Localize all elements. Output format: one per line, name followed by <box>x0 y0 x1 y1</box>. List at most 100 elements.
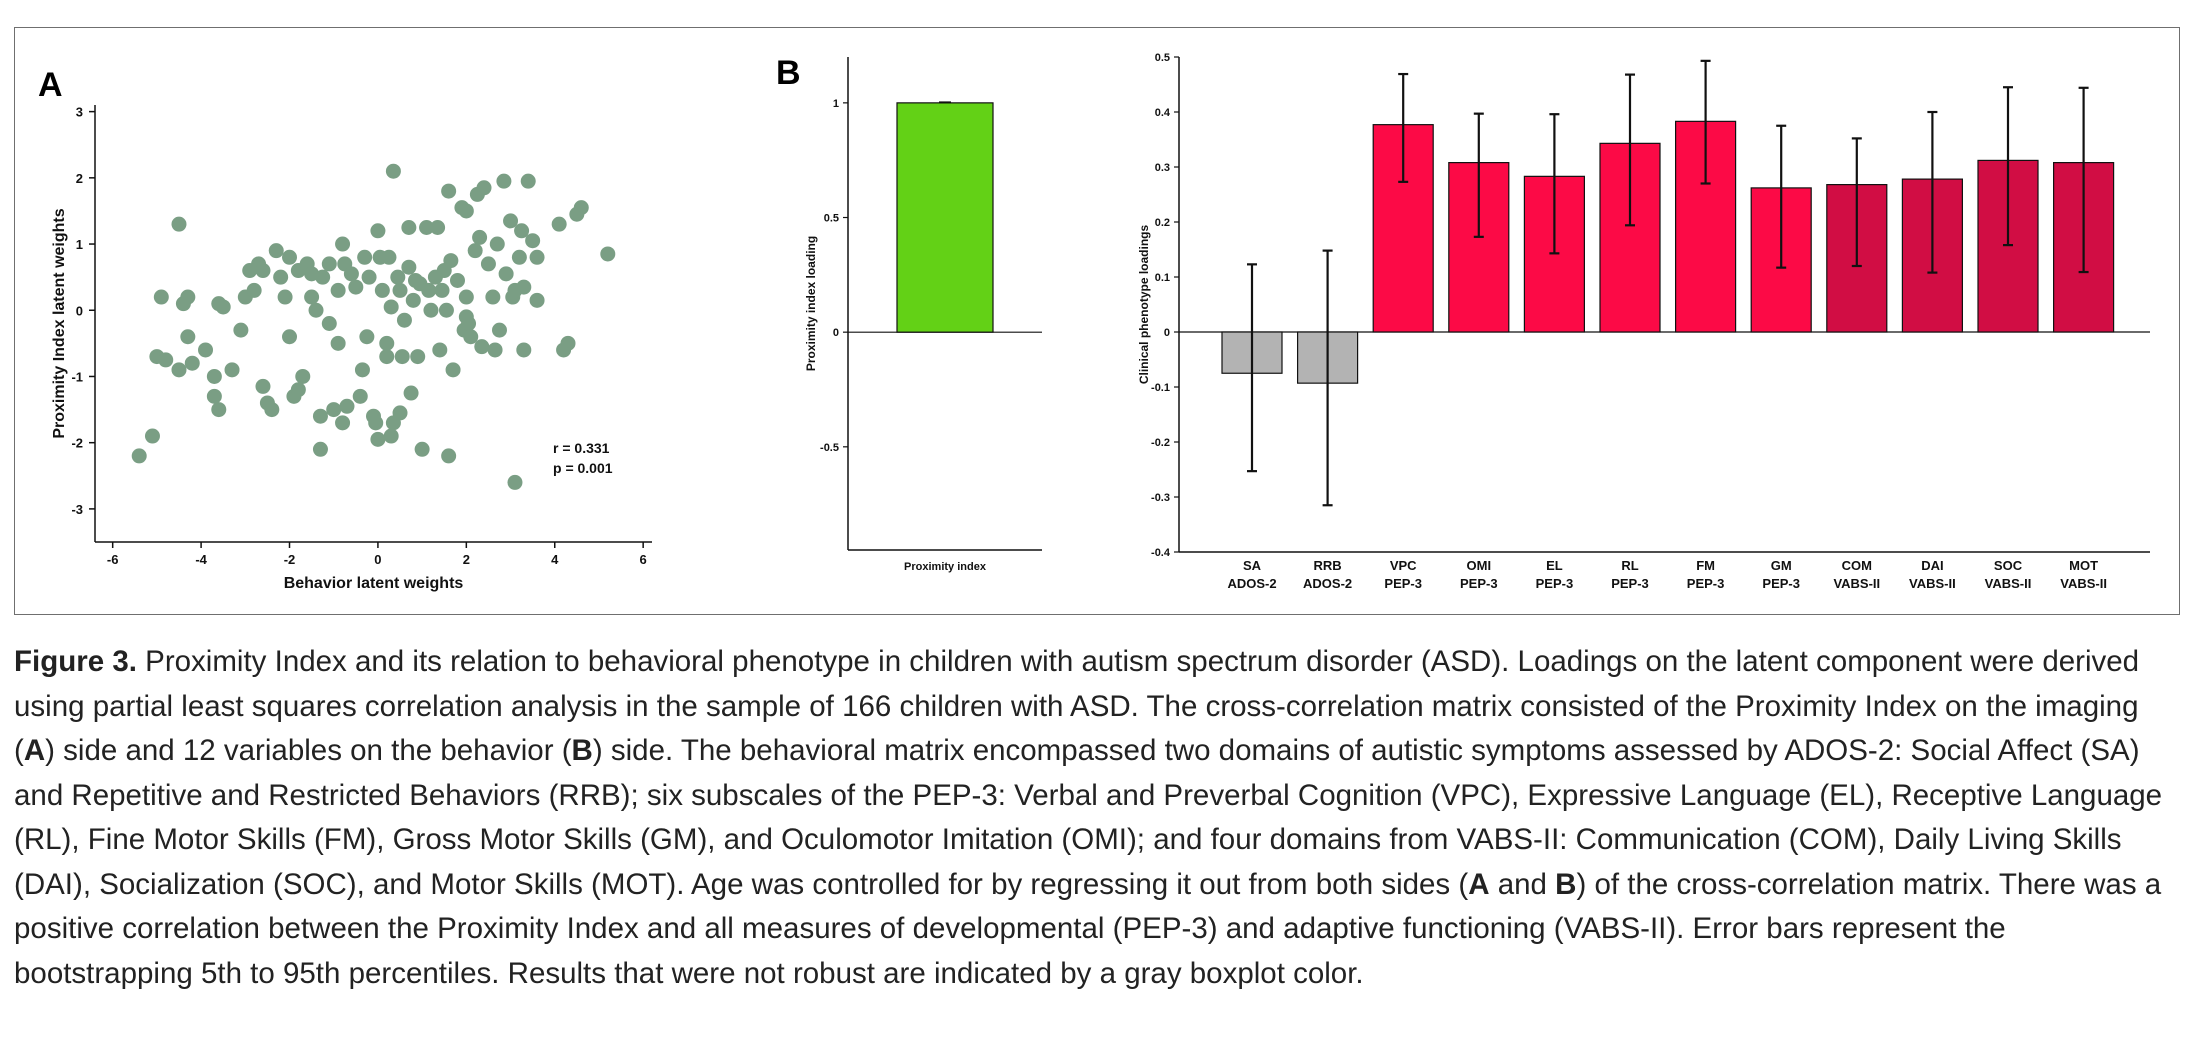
scatter-x-tick-label: 2 <box>463 552 470 567</box>
scatter-point <box>498 266 514 282</box>
scatter-point <box>255 263 271 279</box>
scatter-point <box>224 362 240 378</box>
scatter-point <box>144 428 160 444</box>
scatter-point <box>379 335 395 351</box>
scatter-point <box>381 249 397 265</box>
panel-a-label: A <box>38 66 63 104</box>
clinical-y-tick-label: -0.2 <box>1151 437 1170 449</box>
scatter-point <box>343 266 359 282</box>
scatter-point <box>516 279 532 295</box>
scatter-point <box>326 402 342 418</box>
scatter-point <box>206 368 222 384</box>
scatter-y-tick-label: -1 <box>71 369 83 384</box>
scatter-point <box>520 173 536 189</box>
scatter-point <box>374 282 390 298</box>
scatter-point <box>458 309 474 325</box>
scatter-point <box>180 329 196 345</box>
clinical-y-tick-label: 0 <box>1164 327 1170 339</box>
scatter-point <box>445 362 461 378</box>
scatter-point <box>516 342 532 358</box>
scatter-x-axis-title: Behavior latent weights <box>284 575 464 592</box>
scatter-point <box>496 173 512 189</box>
caption-panel-ref-b: B <box>571 734 593 767</box>
caption-panel-ref-a: A <box>23 734 46 767</box>
scatter-p-annotation: p = 0.001 <box>553 460 613 476</box>
scatter-point <box>485 289 501 305</box>
clinical-category-label: COM <box>1842 558 1872 573</box>
scatter-point <box>370 223 386 239</box>
scatter-point <box>352 388 368 404</box>
caption-figure-label: Figure 3. <box>14 645 137 678</box>
scatter-point <box>438 302 454 318</box>
scatter-point <box>430 219 446 235</box>
scatter-point <box>423 302 439 318</box>
scatter-point <box>600 246 616 262</box>
scatter-point <box>321 316 337 331</box>
proximity-y-tick-label: -0.5 <box>820 442 839 454</box>
scatter-point <box>357 249 373 265</box>
clinical-category-instrument: PEP-3 <box>1536 576 1574 591</box>
scatter-y-tick-label: 1 <box>76 237 83 252</box>
scatter-point <box>171 216 187 232</box>
scatter-point <box>359 329 375 345</box>
figure-frame <box>14 27 2180 615</box>
scatter-point <box>441 448 457 464</box>
scatter-point <box>339 398 355 414</box>
scatter-point <box>158 352 174 368</box>
scatter-point <box>180 289 196 305</box>
scatter-point <box>392 282 408 298</box>
clinical-category-label: GM <box>1771 558 1792 573</box>
proximity-category-label: Proximity index <box>904 561 987 573</box>
scatter-point <box>443 253 459 269</box>
scatter-point <box>131 448 147 464</box>
clinical-bar-chart: -0.4 -0.3 -0.2 -0.1 0 0.1 0.2 0.3 0.4 0.5 SA ADOS-2… <box>1137 52 2150 591</box>
caption-text-5: ) of the cross-correlation matrix. There… <box>14 867 2162 990</box>
scatter-y-tick-label: 3 <box>76 105 83 120</box>
scatter-point <box>434 282 450 298</box>
scatter-point <box>273 269 289 285</box>
scatter-point <box>403 385 419 401</box>
scatter-y-tick-label: -2 <box>71 436 83 451</box>
scatter-point <box>529 292 545 308</box>
clinical-category-instrument: ADOS-2 <box>1303 576 1352 591</box>
scatter-point <box>211 402 227 418</box>
scatter-point <box>390 269 406 285</box>
clinical-category-label: DAI <box>1921 558 1943 573</box>
scatter-point <box>405 292 421 308</box>
scatter-point <box>491 322 507 338</box>
scatter-point <box>432 342 448 358</box>
scatter-point <box>255 378 271 394</box>
scatter-point <box>392 405 408 421</box>
scatter-point <box>312 441 328 457</box>
scatter-point <box>487 342 503 358</box>
scatter-point <box>419 219 435 235</box>
scatter-point <box>401 259 417 275</box>
scatter-point <box>514 223 530 239</box>
scatter-point <box>282 249 298 265</box>
scatter-r-annotation: r = 0.331 <box>553 440 610 456</box>
scatter-point <box>215 299 231 315</box>
clinical-category-label: EL <box>1546 558 1563 573</box>
scatter-point <box>414 441 430 457</box>
scatter-plot: -3 -2 -1 0 1 2 3 -6 -4 -2 0 2 4 6 Behavior latent weig… <box>51 105 652 592</box>
figure-caption: Figure 3. Proximity Index and its relati… <box>14 640 2186 996</box>
scatter-point <box>396 312 412 328</box>
scatter-point <box>383 299 399 315</box>
scatter-x-tick-label: 6 <box>640 552 647 567</box>
clinical-y-tick-label: 0.2 <box>1155 217 1170 229</box>
clinical-category-instrument: PEP-3 <box>1762 576 1800 591</box>
clinical-category-label: MOT <box>2069 558 2098 573</box>
caption-panel-ref-b-2: B <box>1555 867 1577 901</box>
scatter-point <box>304 266 320 282</box>
clinical-category-label: FM <box>1696 558 1715 573</box>
scatter-point <box>282 329 298 345</box>
clinical-y-tick-label: 0.4 <box>1155 107 1171 119</box>
clinical-category-instrument: VABS-II <box>2060 576 2107 591</box>
scatter-point <box>458 289 474 305</box>
scatter-point <box>206 388 222 404</box>
scatter-point <box>268 243 284 259</box>
scatter-point <box>348 279 364 295</box>
scatter-point <box>421 282 437 298</box>
scatter-point <box>335 236 351 252</box>
scatter-point <box>511 249 527 265</box>
